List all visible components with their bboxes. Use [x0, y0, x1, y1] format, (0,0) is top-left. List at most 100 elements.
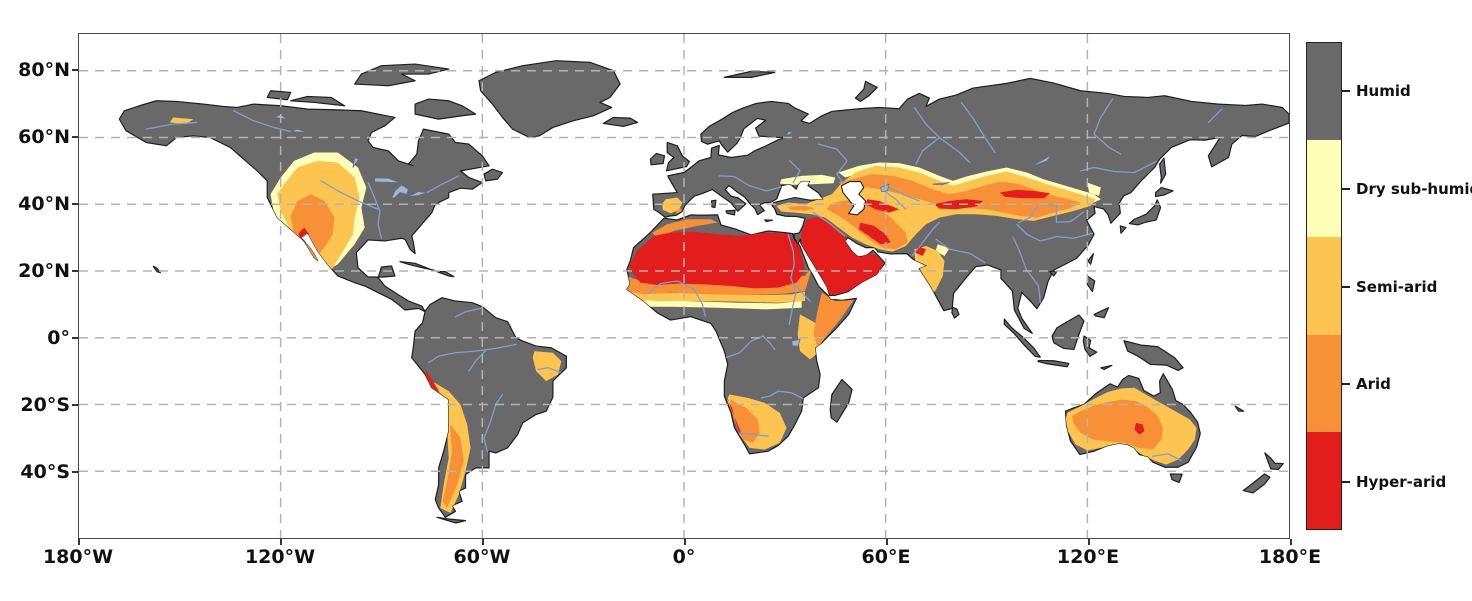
nile-river [788, 235, 796, 324]
tierra-del-fuego [437, 517, 466, 523]
colorbar-segment-arid [1307, 334, 1341, 432]
rivers [146, 99, 1222, 460]
colorbar-segment-humid [1307, 43, 1341, 141]
yangtze-river [1017, 224, 1093, 241]
congo-river [725, 336, 774, 358]
map-plot-area [78, 33, 1290, 539]
sakhalin [1160, 158, 1166, 183]
huang-he-river [1018, 204, 1083, 222]
st-lawrence-river [427, 176, 459, 193]
amur-river [1081, 162, 1157, 173]
xtick-60w: 60°W [453, 546, 511, 568]
japan-hokkaido [1156, 188, 1173, 197]
ytickmark [72, 404, 78, 406]
ytick-20s: 20°S [20, 394, 70, 416]
legend-label-dry-sub-humid: Dry sub-humid [1356, 180, 1472, 198]
banks-island [267, 91, 291, 100]
aridity-zones [146, 99, 1222, 513]
xtickmark [684, 539, 686, 545]
great-slave-lake [291, 129, 308, 132]
ytick-20n: 20°N [18, 260, 70, 282]
victoria-island [291, 96, 345, 105]
caspian-sea [841, 182, 865, 215]
xtickmark [1290, 539, 1292, 545]
borneo [1052, 315, 1084, 349]
xtickmark [78, 539, 80, 545]
mekong-river [1013, 238, 1040, 303]
euphrates-river [813, 213, 844, 236]
xtick-180w: 180°W [42, 546, 114, 568]
parana-river [484, 394, 502, 451]
japan-honshu [1129, 200, 1160, 225]
irtysh-river [916, 137, 940, 164]
hispaniola [437, 272, 454, 277]
ytick-40s: 40°S [20, 461, 70, 483]
sardinia [712, 200, 716, 207]
colorbar-segment-semi-arid [1307, 237, 1341, 335]
yukon-river [146, 122, 196, 129]
xtickmark [886, 539, 888, 545]
lake-michigan-huron [392, 185, 409, 198]
danube-river [719, 176, 783, 191]
cuba [400, 262, 435, 271]
sulawesi [1083, 336, 1096, 356]
crete [765, 220, 773, 222]
ganges-river [936, 239, 985, 262]
ytick-0: 0° [47, 327, 70, 349]
newfoundland [484, 169, 502, 181]
lena-river [1094, 99, 1121, 154]
japan-kyushu [1120, 226, 1126, 233]
lake-erie-ontario [405, 192, 427, 197]
ytick-40n: 40°N [18, 193, 70, 215]
niger-river [649, 281, 705, 316]
sao-francisco-river [538, 368, 561, 373]
south-america [412, 298, 567, 518]
world-map-canvas [79, 34, 1289, 538]
ytickmark [72, 270, 78, 272]
legend-label-arid: Arid [1356, 375, 1391, 393]
svalbard [724, 71, 774, 77]
legend-label-humid: Humid [1356, 82, 1411, 100]
colorbar-tick [1342, 286, 1350, 288]
ellesmere-island [355, 64, 449, 86]
philippines-luzon [1087, 276, 1094, 292]
great-britain [667, 142, 690, 170]
syr-darya-river [886, 186, 920, 201]
mackenzie-river [234, 111, 291, 132]
ytickmark [72, 136, 78, 138]
xtick-120e: 120°E [1056, 546, 1120, 568]
hainan [1050, 271, 1057, 276]
new-zealand-north [1265, 453, 1283, 470]
hawaii [153, 266, 160, 272]
philippines-mindanao [1094, 308, 1108, 318]
xtick-60e: 60°E [861, 546, 911, 568]
amazon-river [429, 344, 516, 362]
ytickmark [72, 69, 78, 71]
graticule [79, 34, 1289, 538]
ytickmark [72, 337, 78, 339]
colorbar-tick [1342, 90, 1350, 92]
zambezi-river [761, 391, 805, 399]
colorbar-segment-dry-sub-humid [1307, 140, 1341, 238]
lake-baikal [1034, 154, 1052, 166]
sri-lanka [952, 307, 959, 318]
lake-victoria [792, 339, 800, 346]
dnieper-river [790, 161, 800, 183]
greenland [479, 61, 620, 138]
zone-hyper-arid [298, 189, 1145, 436]
xtickmark [280, 539, 282, 545]
xtick-0: 0° [672, 546, 696, 568]
amu-darya-river [884, 191, 906, 209]
tasmania [1170, 474, 1182, 483]
baffin-island [415, 99, 476, 119]
volga-river [818, 144, 847, 184]
xtickmark [482, 539, 484, 545]
orinoco-river [455, 308, 480, 316]
mississippi-river [368, 183, 381, 239]
colorbar-tick [1342, 383, 1350, 385]
lake-ladoga [787, 131, 794, 135]
madeira-river [469, 350, 486, 371]
colorbar [1306, 42, 1342, 530]
colorbar-tick [1342, 188, 1350, 190]
